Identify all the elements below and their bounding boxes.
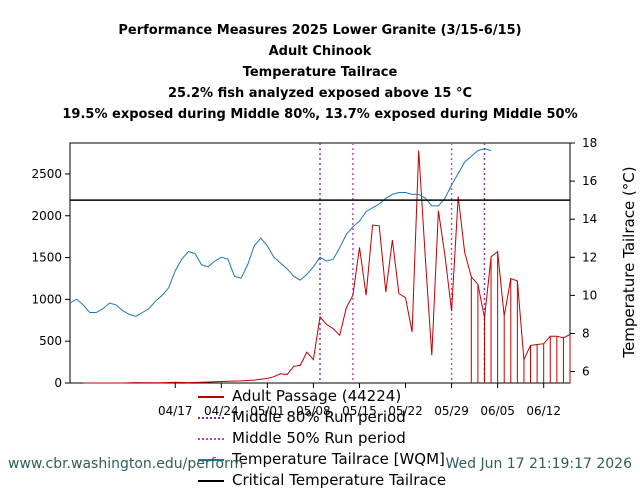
x-tick-label: 04/17 bbox=[158, 404, 193, 418]
legend-item-mid50: Middle 50% Run period bbox=[198, 428, 446, 449]
legend-swatch-passage bbox=[198, 395, 224, 398]
footer-timestamp: Wed Jun 17 21:19:17 2026 bbox=[445, 456, 632, 472]
chart-legend: Adult Passage (44224) Middle 80% Run per… bbox=[198, 386, 446, 491]
chart-title-line-5: 19.5% exposed during Middle 80%, 13.7% e… bbox=[62, 107, 578, 122]
passage-series-line bbox=[83, 150, 571, 384]
legend-swatch-mid80 bbox=[198, 416, 224, 419]
y-right-tick-label: 18 bbox=[582, 136, 597, 150]
chart-title-line-2: Adult Chinook bbox=[268, 44, 372, 59]
legend-item-temp: Temperature Tailrace [WQM] bbox=[198, 449, 446, 470]
y-right-axis-label: Temperature Tailrace (°C) bbox=[620, 166, 638, 358]
y-right-tick-label: 12 bbox=[582, 250, 597, 264]
x-tick-label: 04/24 bbox=[204, 404, 239, 418]
x-tick-label: 05/22 bbox=[388, 404, 423, 418]
chart-title-line-4: 25.2% fish analyzed exposed above 15 °C bbox=[167, 86, 473, 101]
legend-label-passage: Adult Passage (44224) bbox=[232, 387, 402, 405]
chart-title-line-1: Performance Measures 2025 Lower Granite … bbox=[118, 23, 522, 38]
y-left-tick-label: 1500 bbox=[31, 251, 62, 265]
x-tick-label: 05/15 bbox=[342, 404, 377, 418]
y-right-tick-label: 14 bbox=[582, 212, 597, 226]
legend-swatch-mid50 bbox=[198, 437, 224, 440]
x-tick-label: 06/12 bbox=[526, 404, 561, 418]
y-right-tick-label: 10 bbox=[582, 288, 597, 302]
performance-chart: 0 500 1000 1500 2000 2500 6 8 10 12 14 16 18 04/17 04/… bbox=[31, 136, 638, 418]
x-tick-label: 05/29 bbox=[434, 404, 469, 418]
x-tick-label: 06/05 bbox=[480, 404, 515, 418]
legend-label-critical: Critical Temperature Tailrace bbox=[232, 471, 447, 489]
legend-label-mid80: Middle 80% Run period bbox=[232, 408, 406, 426]
x-tick-label: 05/08 bbox=[296, 404, 331, 418]
y-left-tick-label: 2000 bbox=[31, 209, 62, 223]
legend-label-mid50: Middle 50% Run period bbox=[232, 429, 406, 447]
footer-url[interactable]: www.cbr.washington.edu/perform bbox=[8, 456, 244, 472]
y-left-tick-label: 500 bbox=[39, 334, 62, 348]
x-tick-label: 05/01 bbox=[250, 404, 285, 418]
y-left-tick-label: 2500 bbox=[31, 167, 62, 181]
y-right-tick-label: 16 bbox=[582, 174, 597, 188]
y-left-tick-label: 0 bbox=[54, 376, 62, 390]
legend-item-passage: Adult Passage (44224) bbox=[198, 386, 446, 407]
y-right-tick-label: 8 bbox=[582, 326, 590, 340]
legend-item-critical: Critical Temperature Tailrace bbox=[198, 470, 446, 491]
temperature-series-line bbox=[69, 148, 492, 317]
legend-label-temp: Temperature Tailrace [WQM] bbox=[232, 450, 445, 468]
y-left-tick-label: 1000 bbox=[31, 292, 62, 306]
y-right-tick-label: 6 bbox=[582, 365, 590, 379]
legend-swatch-temp bbox=[198, 458, 224, 461]
legend-item-mid80: Middle 80% Run period bbox=[198, 407, 446, 428]
chart-title-line-3: Temperature Tailrace bbox=[242, 65, 398, 80]
